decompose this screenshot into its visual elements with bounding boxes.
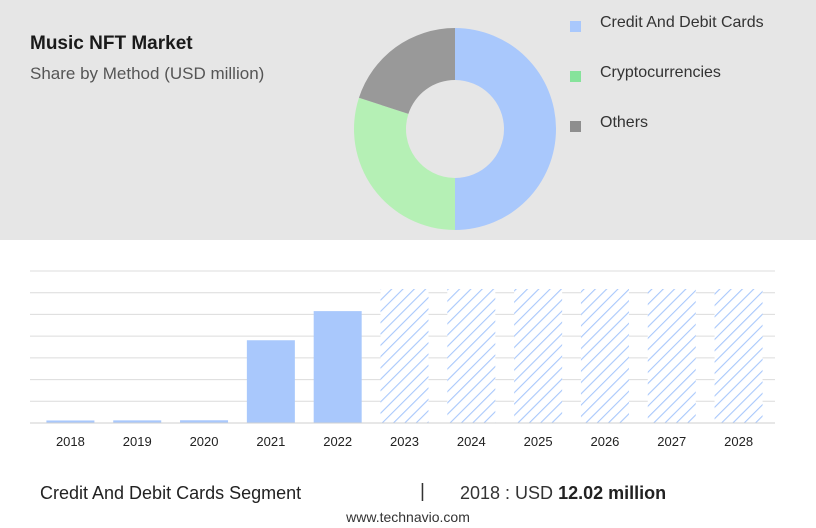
x-tick-label: 2019	[123, 434, 152, 449]
legend-swatch	[570, 121, 581, 132]
donut-slice-0	[455, 28, 556, 230]
x-tick-label: 2021	[256, 434, 285, 449]
forecast-bar-2028	[714, 289, 763, 423]
x-tick-label: 2027	[657, 434, 686, 449]
footer-value-prefix: 2018 : USD	[460, 483, 554, 503]
x-tick-label: 2023	[390, 434, 419, 449]
x-tick-label: 2022	[323, 434, 352, 449]
chart-title: Music NFT Market	[30, 33, 193, 54]
bar-2019	[113, 420, 162, 423]
x-tick-label: 2024	[457, 434, 486, 449]
forecast-bar-2025	[514, 289, 563, 423]
forecast-bar-2027	[647, 289, 696, 423]
legend-label: Cryptocurrencies	[600, 64, 721, 81]
forecast-bar-2024	[447, 289, 496, 423]
x-tick-label: 2026	[590, 434, 619, 449]
footer-divider: |	[420, 481, 425, 502]
legend-swatch	[570, 71, 581, 82]
x-tick-label: 2028	[724, 434, 753, 449]
legend-label: Others	[600, 114, 649, 131]
bar-2018	[46, 420, 95, 423]
donut-slice-1	[354, 97, 455, 231]
donut-chart	[354, 28, 556, 231]
legend-label: Credit And Debit Cards	[600, 14, 764, 31]
source-link[interactable]: www.technavio.com	[346, 509, 470, 525]
bar-2020	[180, 420, 229, 423]
bar-chart: 2018 2019 2020 2021 2022 2023 2024 2025 2026 2027…	[30, 270, 775, 449]
legend-swatch	[570, 21, 581, 32]
bar-2022	[313, 311, 362, 423]
chart-subtitle: Share by Method (USD million)	[30, 64, 265, 83]
x-tick-label: 2020	[190, 434, 219, 449]
donut-slice-2	[358, 28, 455, 114]
forecast-bar-2023	[380, 289, 429, 423]
footer-segment-label: Credit And Debit Cards Segment	[40, 483, 302, 503]
footer-value: 2018 : USD 12.02 million	[460, 483, 666, 504]
forecast-bar-2026	[580, 289, 629, 423]
bar-2021	[246, 340, 295, 423]
x-tick-label: 2018	[56, 434, 85, 449]
footer-value-amount: 12.02 million	[558, 483, 667, 503]
x-tick-label: 2025	[524, 434, 553, 449]
